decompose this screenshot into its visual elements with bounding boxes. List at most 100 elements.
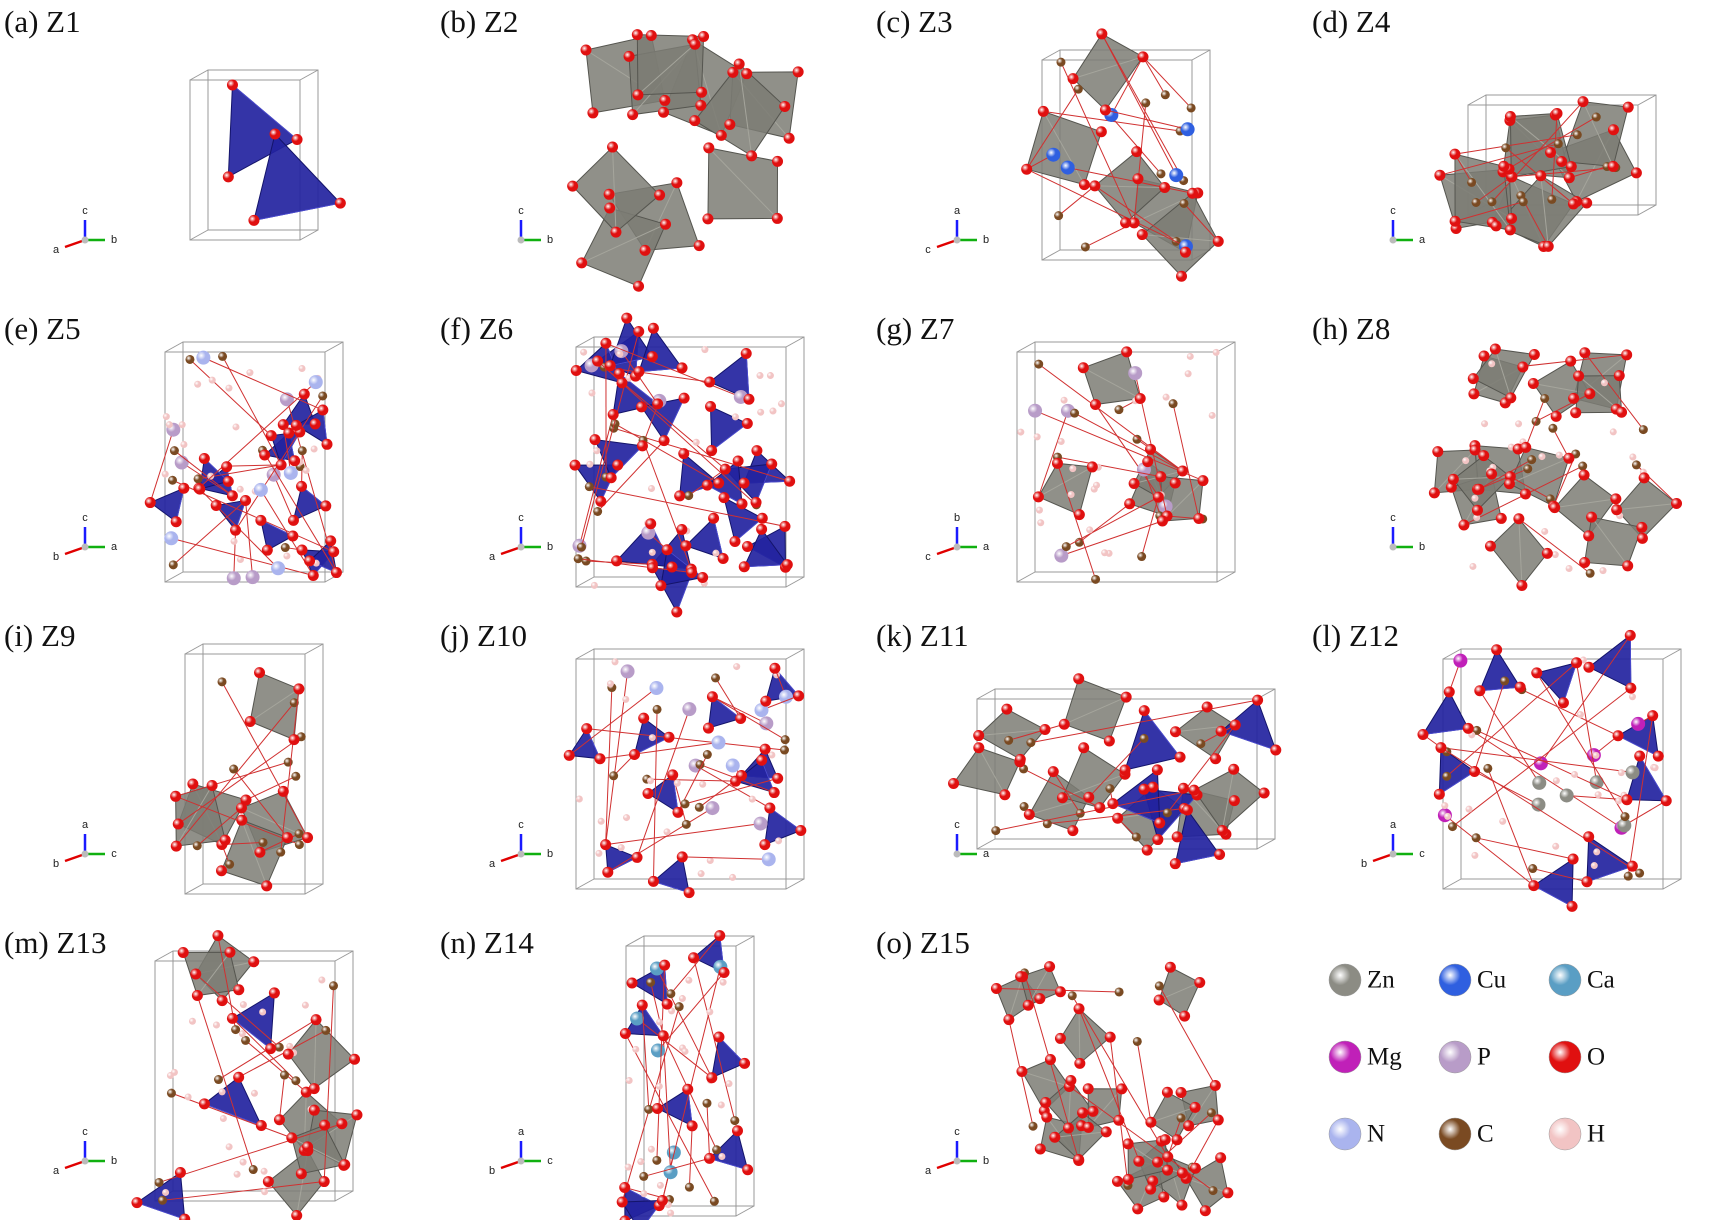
axis-arrow bbox=[64, 852, 86, 863]
atom bbox=[1101, 549, 1109, 557]
atom bbox=[759, 839, 771, 851]
atom bbox=[1114, 405, 1124, 415]
atom bbox=[321, 438, 333, 450]
atom bbox=[676, 523, 688, 535]
atom bbox=[1469, 444, 1481, 456]
unit-cell-edge bbox=[304, 883, 324, 895]
unit-cell-edge bbox=[575, 878, 595, 890]
axis-label: c bbox=[82, 205, 88, 217]
axis-label: c bbox=[954, 819, 960, 831]
atom bbox=[1519, 488, 1531, 500]
atom bbox=[1551, 551, 1559, 559]
atom bbox=[1037, 519, 1045, 527]
polyhedron-edge bbox=[175, 488, 185, 522]
atom bbox=[647, 1145, 655, 1153]
polyhedron-edge bbox=[1479, 686, 1521, 692]
atom bbox=[610, 226, 622, 238]
atom bbox=[1523, 464, 1533, 474]
atom bbox=[1128, 478, 1140, 490]
unit-cell-edge bbox=[1216, 341, 1236, 353]
atom bbox=[198, 452, 210, 464]
atom bbox=[783, 132, 795, 144]
axis-label: b bbox=[983, 234, 989, 246]
bond bbox=[1078, 1008, 1141, 1163]
bond bbox=[1476, 729, 1628, 801]
atom bbox=[657, 1030, 669, 1042]
atom bbox=[741, 68, 753, 80]
polyhedron-edge bbox=[1220, 730, 1276, 751]
axis-origin bbox=[81, 236, 89, 244]
bond bbox=[1037, 410, 1069, 498]
atom bbox=[761, 852, 776, 867]
bond bbox=[1136, 1041, 1152, 1123]
atom bbox=[131, 1197, 143, 1209]
atom bbox=[1258, 787, 1270, 799]
atom bbox=[1193, 512, 1205, 524]
bond bbox=[203, 357, 324, 411]
bond bbox=[1074, 412, 1183, 472]
bond bbox=[1536, 672, 1626, 817]
atom bbox=[619, 1028, 631, 1040]
atom bbox=[192, 841, 202, 851]
atom bbox=[756, 754, 768, 766]
bond bbox=[181, 462, 233, 497]
atom bbox=[1576, 711, 1584, 719]
bond bbox=[1502, 116, 1597, 173]
unit-cell-edge bbox=[1256, 838, 1276, 850]
atom bbox=[1021, 163, 1033, 175]
atom bbox=[245, 570, 260, 585]
atom bbox=[1134, 392, 1146, 404]
atom bbox=[1498, 160, 1510, 172]
atom bbox=[1630, 167, 1642, 179]
atom bbox=[1189, 1101, 1201, 1113]
atom bbox=[702, 1098, 712, 1108]
atom bbox=[593, 507, 603, 517]
atom bbox=[743, 393, 755, 405]
atom bbox=[1471, 851, 1479, 859]
atom bbox=[731, 1125, 743, 1137]
atom bbox=[217, 677, 227, 687]
atom bbox=[1093, 481, 1101, 489]
bond bbox=[222, 356, 282, 466]
atom bbox=[296, 544, 308, 556]
atom bbox=[1516, 579, 1528, 591]
axis-label: c bbox=[518, 512, 524, 524]
legend-swatch bbox=[1438, 1040, 1472, 1074]
atom bbox=[1478, 450, 1490, 462]
atom bbox=[1132, 1036, 1142, 1046]
bond bbox=[1627, 715, 1654, 877]
atom bbox=[1153, 994, 1165, 1006]
atom bbox=[775, 837, 783, 845]
atom bbox=[1065, 1075, 1077, 1087]
atom bbox=[750, 496, 762, 508]
atom bbox=[655, 580, 667, 592]
panel: (i) Z9 a b c bbox=[4, 618, 324, 895]
atom bbox=[1613, 370, 1625, 382]
bond bbox=[1475, 176, 1512, 203]
polyhedron-edge bbox=[1157, 794, 1198, 840]
atom bbox=[1156, 169, 1166, 179]
atom bbox=[1077, 1107, 1089, 1119]
atom bbox=[708, 512, 720, 524]
atom bbox=[1638, 425, 1648, 435]
atom bbox=[694, 802, 704, 812]
atom bbox=[224, 946, 236, 958]
atom bbox=[1579, 556, 1591, 568]
bond bbox=[278, 1074, 285, 1120]
bond bbox=[589, 486, 786, 527]
panel: (m) Z13 c a b bbox=[4, 925, 363, 1220]
bond bbox=[1057, 456, 1161, 478]
atom bbox=[602, 866, 614, 878]
atom bbox=[780, 735, 790, 745]
polyhedron-edge bbox=[1518, 518, 1523, 586]
atom bbox=[647, 562, 659, 574]
atom bbox=[1131, 832, 1141, 842]
atom bbox=[661, 544, 673, 556]
atom bbox=[589, 434, 601, 446]
bond bbox=[1454, 134, 1578, 155]
polyhedron-edge bbox=[634, 736, 670, 755]
atom bbox=[212, 1021, 220, 1029]
atom bbox=[1609, 428, 1617, 436]
atom bbox=[603, 188, 615, 200]
atom bbox=[1168, 399, 1178, 409]
